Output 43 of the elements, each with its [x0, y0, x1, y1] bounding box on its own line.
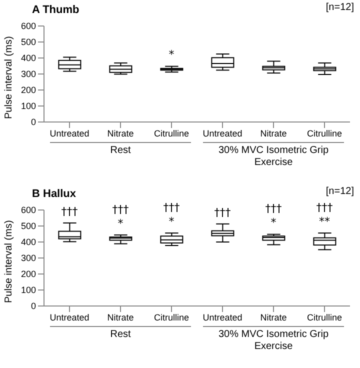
text: ††† *	[112, 202, 129, 230]
y-tick-label: 400	[20, 53, 36, 64]
text: ††† *	[265, 202, 282, 230]
text: [n=12]	[326, 2, 354, 13]
text: ††† **	[316, 201, 333, 228]
x-tick-label: Nitrate	[260, 128, 287, 138]
x-tick-label: Citrulline	[306, 312, 342, 322]
y-tick-label: 100	[20, 101, 36, 112]
x-tick-label: Nitrate	[107, 312, 134, 322]
y-axis-title: Pulse interval (ms)	[4, 220, 15, 303]
text: Rest	[50, 142, 191, 157]
y-tick-label: 300	[20, 253, 36, 264]
x-tick-label: Nitrate	[107, 128, 134, 138]
x-tick-label: Citrulline	[154, 312, 190, 322]
y-tick-label: 300	[20, 69, 36, 80]
y-axis-title: Pulse interval (ms)	[4, 36, 15, 119]
y-tick-label: 200	[20, 85, 36, 96]
x-tick-label: Untreated	[50, 128, 90, 138]
text: 30% MVC Isometric Grip Exercise	[203, 142, 344, 169]
text: 30% MVC Isometric Grip Exercise	[203, 326, 344, 353]
text: †††	[61, 204, 78, 218]
y-tick-label: 500	[20, 221, 36, 232]
y-tick-label: 200	[20, 269, 36, 280]
chart-title: A Thumb	[32, 4, 80, 16]
text: ††† *	[163, 201, 180, 228]
y-tick-label: 500	[20, 37, 36, 48]
x-tick-label: Untreated	[202, 128, 242, 138]
y-tick-label: 0	[30, 117, 36, 128]
x-tick-label: Citrulline	[306, 128, 342, 138]
text: [n=12]	[326, 186, 354, 197]
text: *	[168, 48, 174, 62]
y-tick-label: 600	[20, 21, 36, 32]
y-tick-label: 400	[20, 237, 36, 248]
y-tick-label: 600	[20, 205, 36, 216]
x-tick-label: Citrulline	[154, 128, 190, 138]
y-tick-label: 100	[20, 285, 36, 296]
chart-title: B Hallux	[32, 188, 76, 200]
y-tick-label: 0	[30, 301, 36, 312]
x-tick-label: Nitrate	[260, 312, 287, 322]
text: Rest	[50, 326, 191, 341]
text: †††	[214, 206, 231, 219]
x-tick-label: Untreated	[50, 312, 90, 322]
x-tick-label: Untreated	[202, 312, 242, 322]
